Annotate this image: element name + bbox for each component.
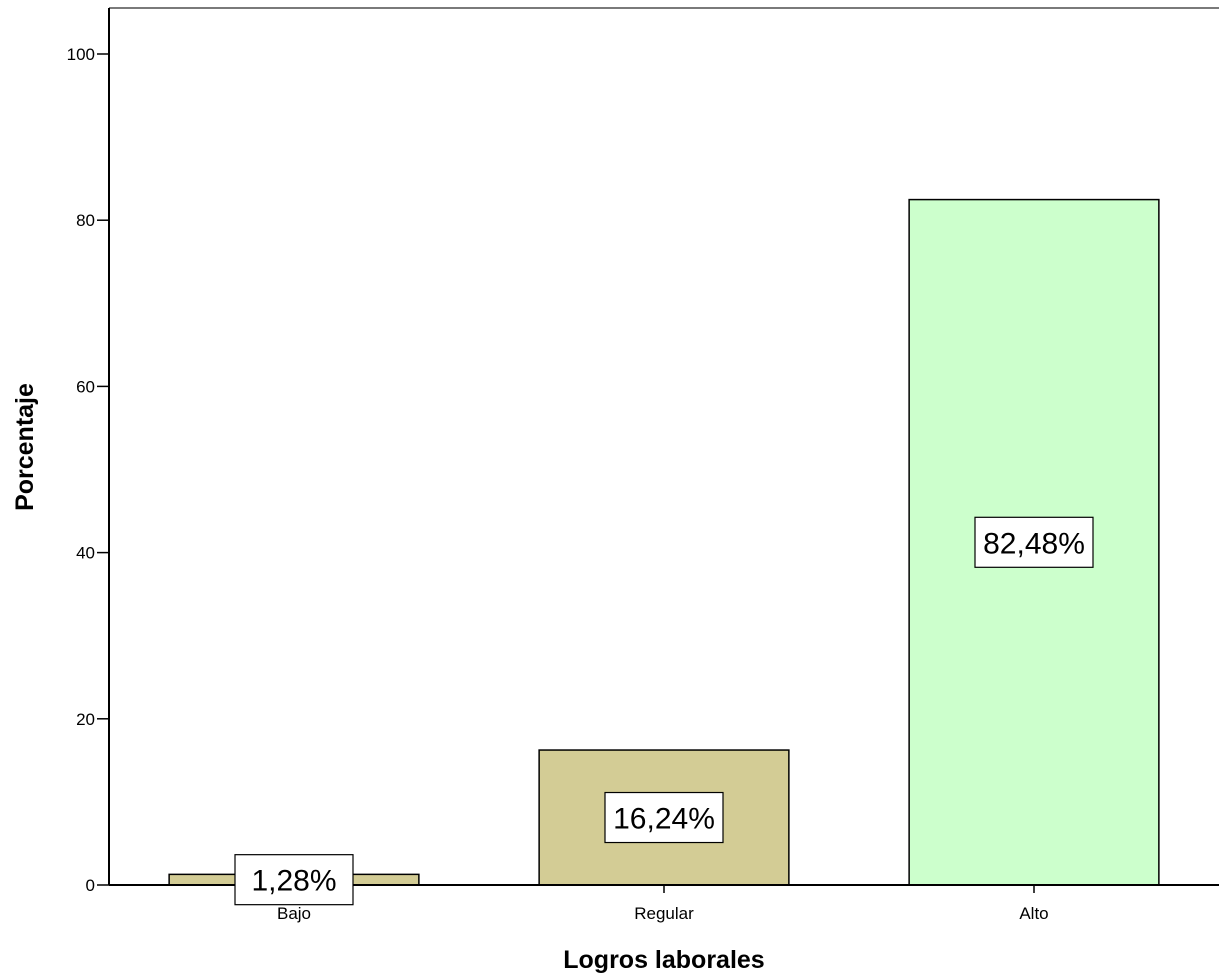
data-label-regular: 16,24% [604, 791, 724, 844]
data-labels: 1,28% 16,24% 82,48% [234, 516, 1094, 906]
y-axis-title: Porcentaje [11, 383, 39, 511]
plot-frame [108, 7, 1219, 885]
data-label-bajo: 1,28% [234, 854, 354, 906]
x-tick-label-bajo: Bajo [277, 904, 311, 923]
data-label-text: 16,24% [613, 803, 715, 836]
y-tick-label: 0 [86, 876, 95, 895]
y-tick-label: 20 [76, 710, 95, 729]
y-tick-label: 60 [76, 377, 95, 396]
x-axis-ticks: Bajo Regular Alto [277, 885, 1049, 923]
y-axis-ticks: 0 20 40 60 80 100 [67, 45, 109, 895]
data-label-alto: 82,48% [974, 516, 1094, 568]
x-axis-title: Logros laborales [563, 946, 764, 974]
x-tick-label-regular: Regular [634, 904, 694, 923]
data-label-box [974, 516, 1094, 568]
y-tick-label: 80 [76, 211, 95, 230]
data-label-box [234, 854, 354, 906]
data-label-text: 82,48% [983, 527, 1085, 560]
y-tick-label: 40 [76, 544, 95, 563]
data-label-text: 1,28% [251, 865, 336, 898]
x-tick-label-alto: Alto [1019, 904, 1048, 923]
data-label-box [604, 791, 724, 844]
y-tick-label: 100 [67, 45, 95, 64]
